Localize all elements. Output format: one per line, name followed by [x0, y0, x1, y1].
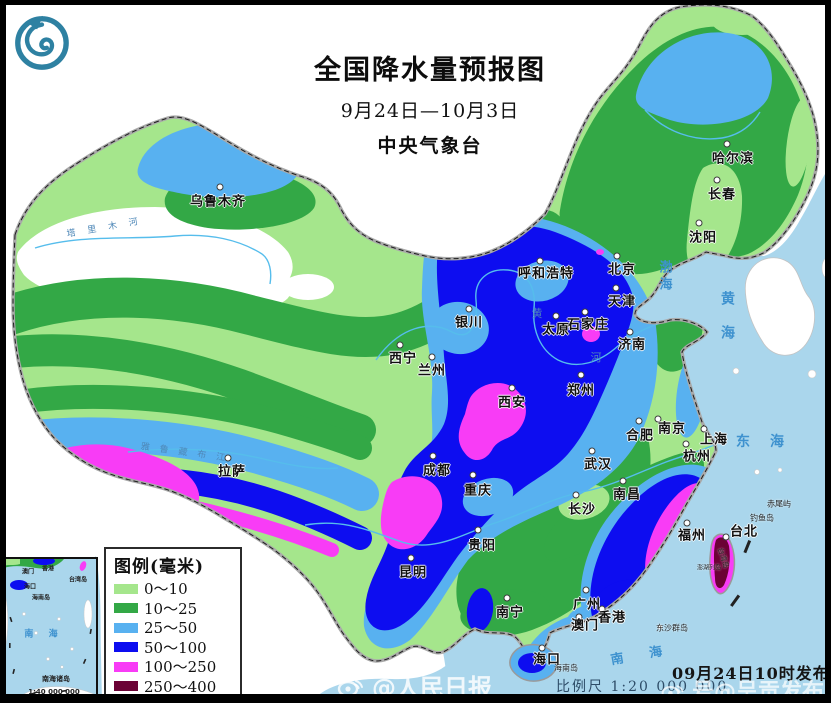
legend-item-label: 50～100: [144, 638, 207, 657]
legend-item-label: 250～400: [144, 677, 217, 696]
legend-item: 25～50: [114, 618, 234, 638]
date-range: 9月24日—10月3日: [340, 100, 520, 122]
legend-item: 50～100: [114, 638, 234, 658]
inset-label: 海南岛: [31, 594, 51, 602]
legend-item: 10～25: [114, 599, 234, 619]
legend-swatch: [114, 681, 138, 692]
legend-item-label: 100～250: [144, 658, 217, 677]
meteorological-logo-icon: [10, 12, 72, 76]
legend-item: 250～400: [114, 677, 234, 697]
inset-label: 台湾岛: [68, 576, 88, 584]
south-china-sea-inset: 澳门 香港台湾岛海口海南岛南 海南海诸岛 1:40 000 000: [2, 557, 98, 702]
inset-label: 南海诸岛: [42, 675, 70, 683]
nine-dash-line-marks: [730, 540, 752, 607]
legend-item-label: 25～50: [144, 619, 198, 638]
agency-name: 中央气象台: [377, 135, 483, 157]
gulf-strip: [310, 664, 448, 703]
watermark-left: @人民日报: [336, 668, 492, 703]
title-block: 全国降水量预报图 9月24日—10月3日 中央气象台: [260, 48, 600, 158]
weibo-icon: [336, 673, 366, 699]
legend-item-label: 0～10: [144, 580, 188, 599]
inset-label: 1:40 000 000: [28, 688, 80, 696]
weibo-icon: [660, 679, 686, 702]
korea-peninsula: [744, 257, 815, 356]
legend-swatch: [114, 603, 138, 614]
rivers: [34, 109, 761, 546]
watermark-left-text: @人民日报: [372, 674, 492, 702]
legend-title: 图例(毫米): [114, 557, 205, 577]
inset-label: 澳门: [21, 568, 35, 576]
legend-item: 0～10: [114, 579, 234, 599]
inset-label: 海口: [23, 583, 37, 591]
legend-swatch: [114, 661, 138, 672]
watermark-right-text: 号@呈贡发布: [692, 680, 825, 703]
issue-time: 09月24日10时发布: [672, 664, 830, 683]
watermark-right: 号@呈贡发布: [660, 674, 824, 703]
map-title: 全国降水量预报图: [314, 55, 546, 86]
legend-item-label: 10～25: [144, 599, 198, 618]
legend-rows: 0～10 10～25 25～50 50～100 100～250 250～400: [114, 579, 234, 696]
legend-item: 100～250: [114, 657, 234, 677]
inset-label: 南 海: [24, 629, 64, 640]
legend-swatch: [114, 642, 138, 653]
legend-swatch: [114, 622, 138, 633]
inset-label: 香港: [41, 565, 55, 573]
china-boundary-dash: [12, 4, 819, 662]
legend-swatch: [114, 583, 138, 594]
scale-label: 比例尺: [556, 679, 604, 695]
legend-box: 图例(毫米) 0～10 10～25 25～50 50～100 100～250 250～40…: [104, 547, 242, 703]
